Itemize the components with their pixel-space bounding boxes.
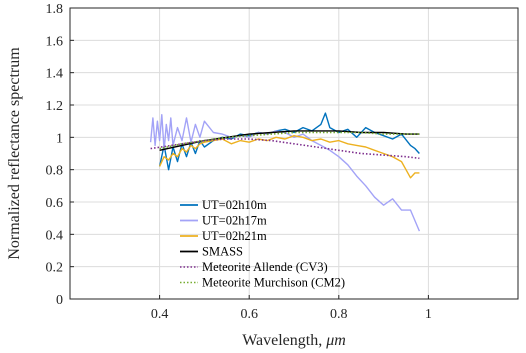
y-tick-label: 1.2: [46, 99, 64, 114]
y-axis-label: Normalized reflectance spectrum: [6, 47, 23, 260]
legend-label-2: UT=02h21m: [202, 229, 267, 243]
x-tick-label: 1: [425, 307, 432, 322]
plot-frame: [69, 7, 519, 300]
x-tick-label: 0.8: [330, 307, 348, 322]
y-tick-label: 0.2: [46, 261, 64, 276]
x-axis-label: Wavelength, μm: [242, 332, 346, 349]
legend-label-5: Meteorite Murchison (CM2): [202, 276, 345, 290]
y-tick-label: 1: [56, 131, 63, 146]
x-tick-label: 0.6: [240, 307, 258, 322]
y-tick-label: 0: [56, 293, 63, 308]
legend-label-0: UT=02h10m: [202, 198, 267, 212]
legend-label-3: SMASS: [202, 245, 243, 259]
x-axis-ticks: 0.4 0.6 0.8 1: [151, 295, 432, 322]
x-axis-label-text: Wavelength,: [242, 332, 326, 349]
legend-label-1: UT=02h17m: [202, 214, 267, 228]
y-tick-label: 0.8: [46, 164, 64, 179]
series-line-5: [159, 131, 420, 150]
series-lines: [149, 112, 421, 232]
y-tick-label: 1.4: [46, 67, 64, 82]
y-axis-ticks: 0 0.2 0.4 0.6 0.8 1 1.2 1.4 1.6 1.8: [46, 2, 74, 308]
legend-label-4: Meteorite Allende (CV3): [202, 260, 328, 274]
y-tick-label: 0.6: [46, 196, 64, 211]
series-line-4: [150, 138, 420, 160]
grid: [70, 7, 518, 300]
y-tick-label: 1.6: [46, 34, 64, 49]
y-tick-label: 0.4: [46, 228, 64, 243]
y-tick-label: 1.8: [46, 2, 64, 17]
x-axis-label-unit: μm: [325, 332, 346, 349]
x-tick-label: 0.4: [151, 307, 169, 322]
series-line-2: [158, 134, 420, 179]
legend: UT=02h10mUT=02h17mUT=02h21mSMASSMeteorit…: [180, 198, 345, 290]
